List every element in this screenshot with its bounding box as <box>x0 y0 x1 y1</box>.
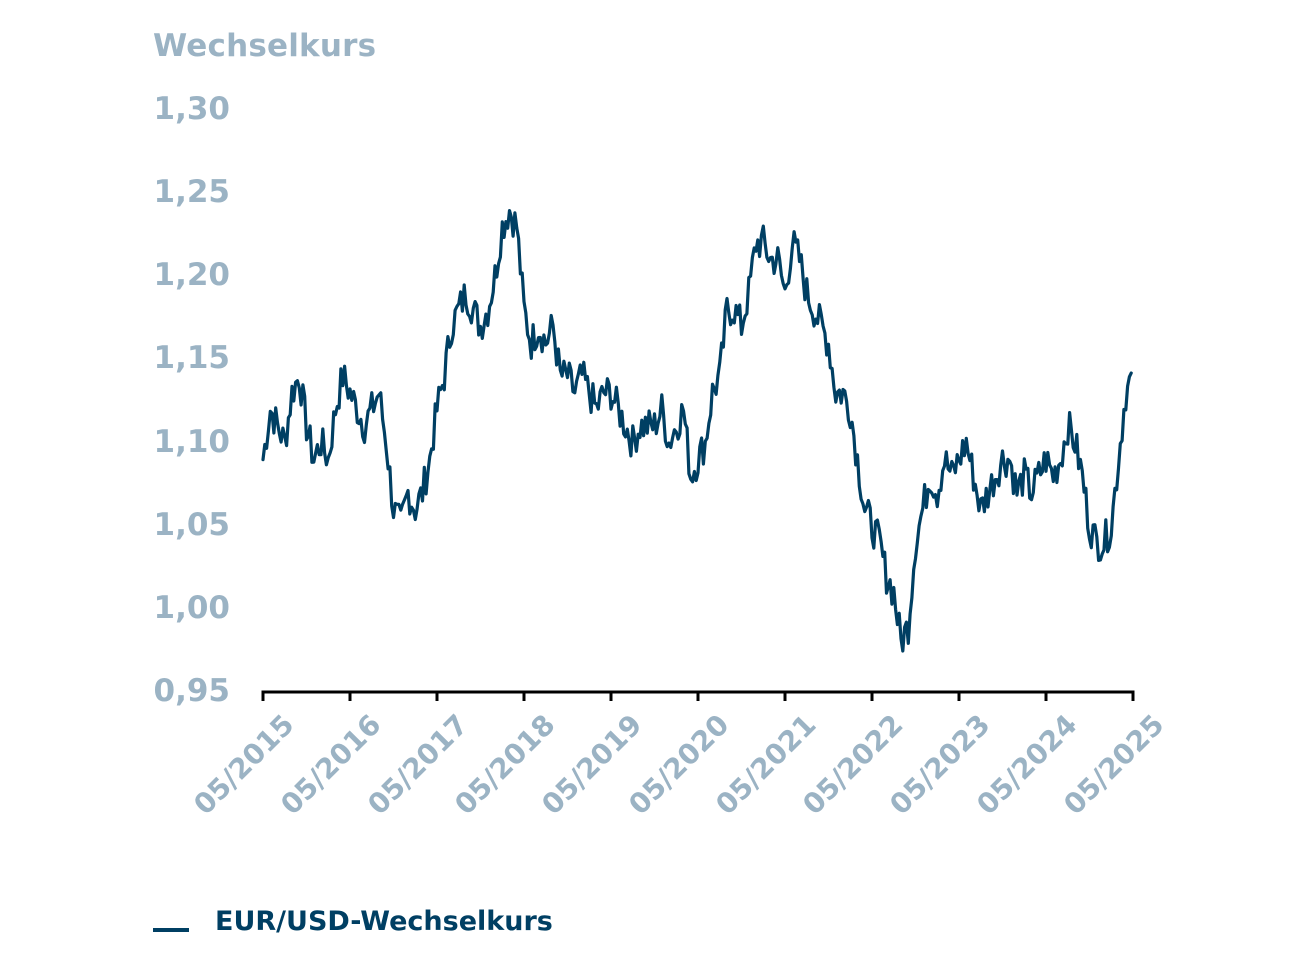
y-tick-label: 1,10 <box>153 423 231 460</box>
y-tick-label: 1,30 <box>153 91 231 127</box>
y-tick-label: 0,95 <box>153 673 231 709</box>
y-axis-title: Wechselkurs <box>153 28 377 64</box>
y-tick-label: 1,15 <box>153 340 231 377</box>
y-tick-label: 1,00 <box>153 589 231 626</box>
legend: EUR/USD-Wechselkurs <box>153 906 553 937</box>
legend-line-swatch-icon <box>153 927 189 932</box>
y-tick-label: 1,20 <box>153 257 231 294</box>
eur-usd-series-line <box>261 209 1133 653</box>
legend-label: EUR/USD-Wechselkurs <box>215 906 553 937</box>
x-axis <box>261 690 1135 701</box>
y-tick-label: 1,05 <box>153 506 231 543</box>
y-tick-label: 1,25 <box>153 174 231 211</box>
